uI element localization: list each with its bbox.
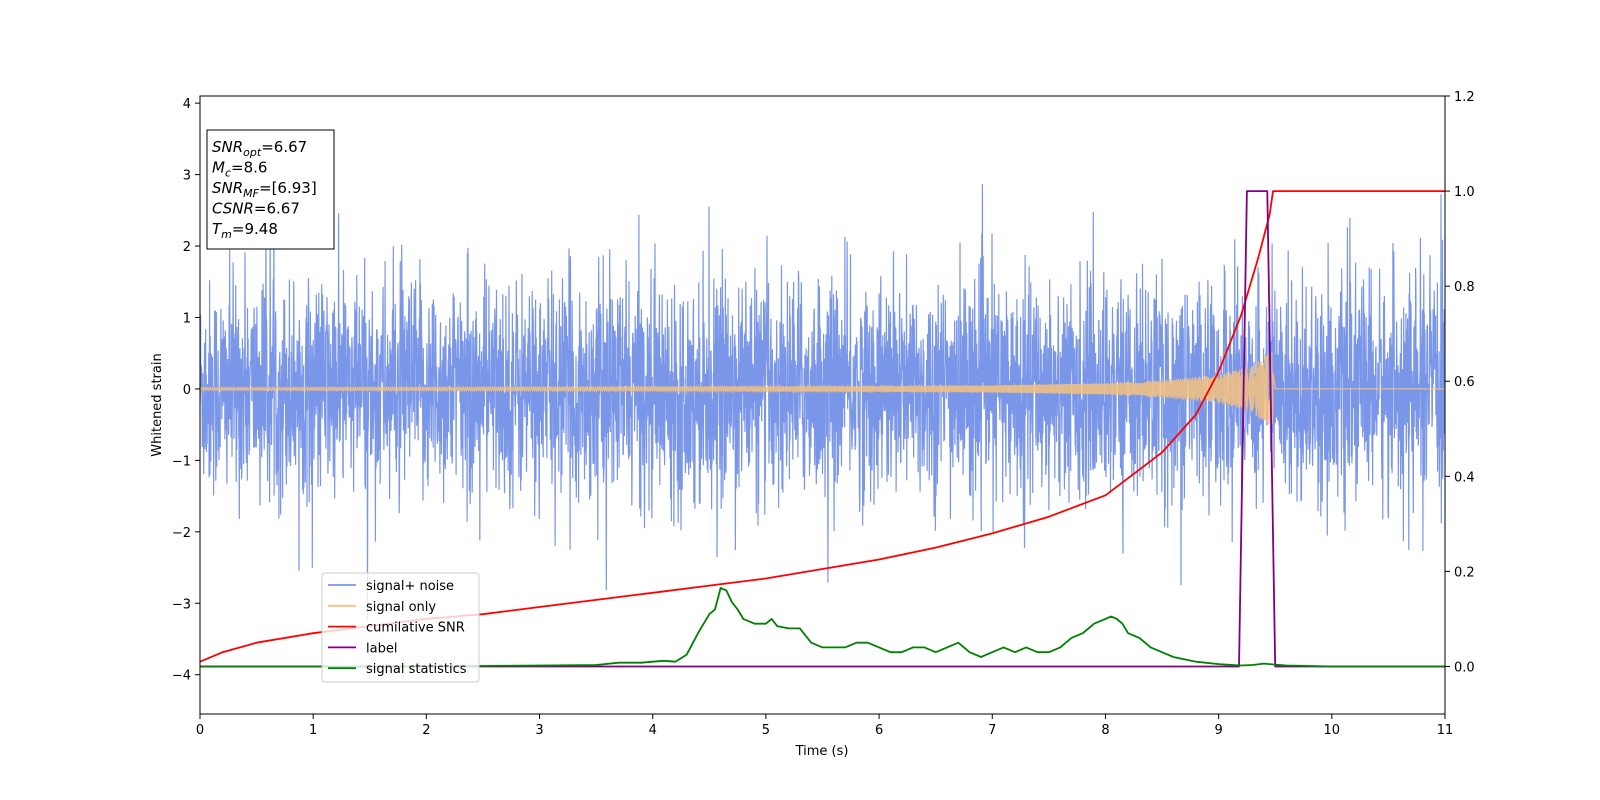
y2-tick-label: 0.4 (1454, 470, 1475, 485)
legend: signal+ noise signal only cumilative SNR la… (321, 572, 480, 683)
x-tick-label: 9 (1214, 723, 1222, 738)
x-tick-label: 7 (988, 723, 996, 738)
x-tick-label: 2 (422, 723, 430, 738)
x-tick-label: 4 (649, 723, 657, 738)
x-axis-label: Time (s) (795, 744, 849, 759)
y2-tick-label: 0.0 (1454, 660, 1475, 675)
info-line-3: CSNR=6.67 (212, 200, 300, 218)
y-tick-label: −4 (172, 669, 191, 684)
x-tick-label: 3 (535, 723, 543, 738)
y-axis-left: −4 −3 −2 −1 0 1 2 3 4 (172, 97, 200, 684)
x-tick-label: 10 (1324, 723, 1341, 738)
y-tick-label: 0 (183, 383, 191, 398)
series-line-signal-only (200, 351, 1445, 428)
legend-label-cumilative-snr: cumilative SNR (366, 621, 465, 636)
y2-tick-label: 1.0 (1454, 185, 1475, 200)
x-axis: 0 1 2 3 4 5 6 7 8 9 10 11 (196, 714, 1453, 738)
plot-frame (199, 95, 1446, 715)
y-tick-label: 3 (183, 169, 191, 184)
y2-tick-label: 1.2 (1454, 90, 1475, 105)
series-signal-only (200, 351, 1445, 428)
legend-frame (321, 572, 480, 683)
y-tick-label: −2 (172, 526, 191, 541)
y-tick-label: 1 (183, 311, 191, 326)
y-axis-label: Whitened strain (150, 353, 165, 456)
info-box-frame (206, 129, 335, 250)
y-tick-label: −1 (172, 454, 191, 469)
info-line-4: Tm=9.48 (212, 220, 278, 241)
y2-tick-label: 0.2 (1454, 565, 1475, 580)
series-line-signal-statistics (200, 587, 1445, 668)
x-tick-label: 5 (762, 723, 770, 738)
series-signal-noise (200, 183, 1445, 620)
legend-label-signal-noise: signal+ noise (366, 579, 454, 594)
y-tick-label: 2 (183, 240, 191, 255)
y2-tick-label: 0.8 (1454, 280, 1475, 295)
x-tick-label: 11 (1437, 723, 1454, 738)
legend-label-signal-only: signal only (366, 600, 436, 615)
x-tick-label: 0 (196, 723, 204, 738)
series-line-signal-noise (200, 183, 1445, 620)
x-tick-label: 1 (309, 723, 317, 738)
y2-tick-label: 0.6 (1454, 375, 1475, 390)
y-tick-label: 4 (183, 97, 191, 112)
x-tick-label: 8 (1101, 723, 1109, 738)
y-axis-right: 0.0 0.2 0.4 0.6 0.8 1.0 1.2 (1445, 90, 1475, 675)
legend-label-signal-statistics: signal statistics (366, 662, 467, 677)
info-line-2: SNRMF=[6.93] (212, 179, 317, 200)
legend-label-label: label (366, 641, 397, 656)
x-tick-label: 6 (875, 723, 883, 738)
info-line-1: Mc=8.6 (212, 159, 267, 180)
y-tick-label: −3 (172, 597, 191, 612)
info-line-0: SNRopt=6.67 (212, 138, 307, 159)
